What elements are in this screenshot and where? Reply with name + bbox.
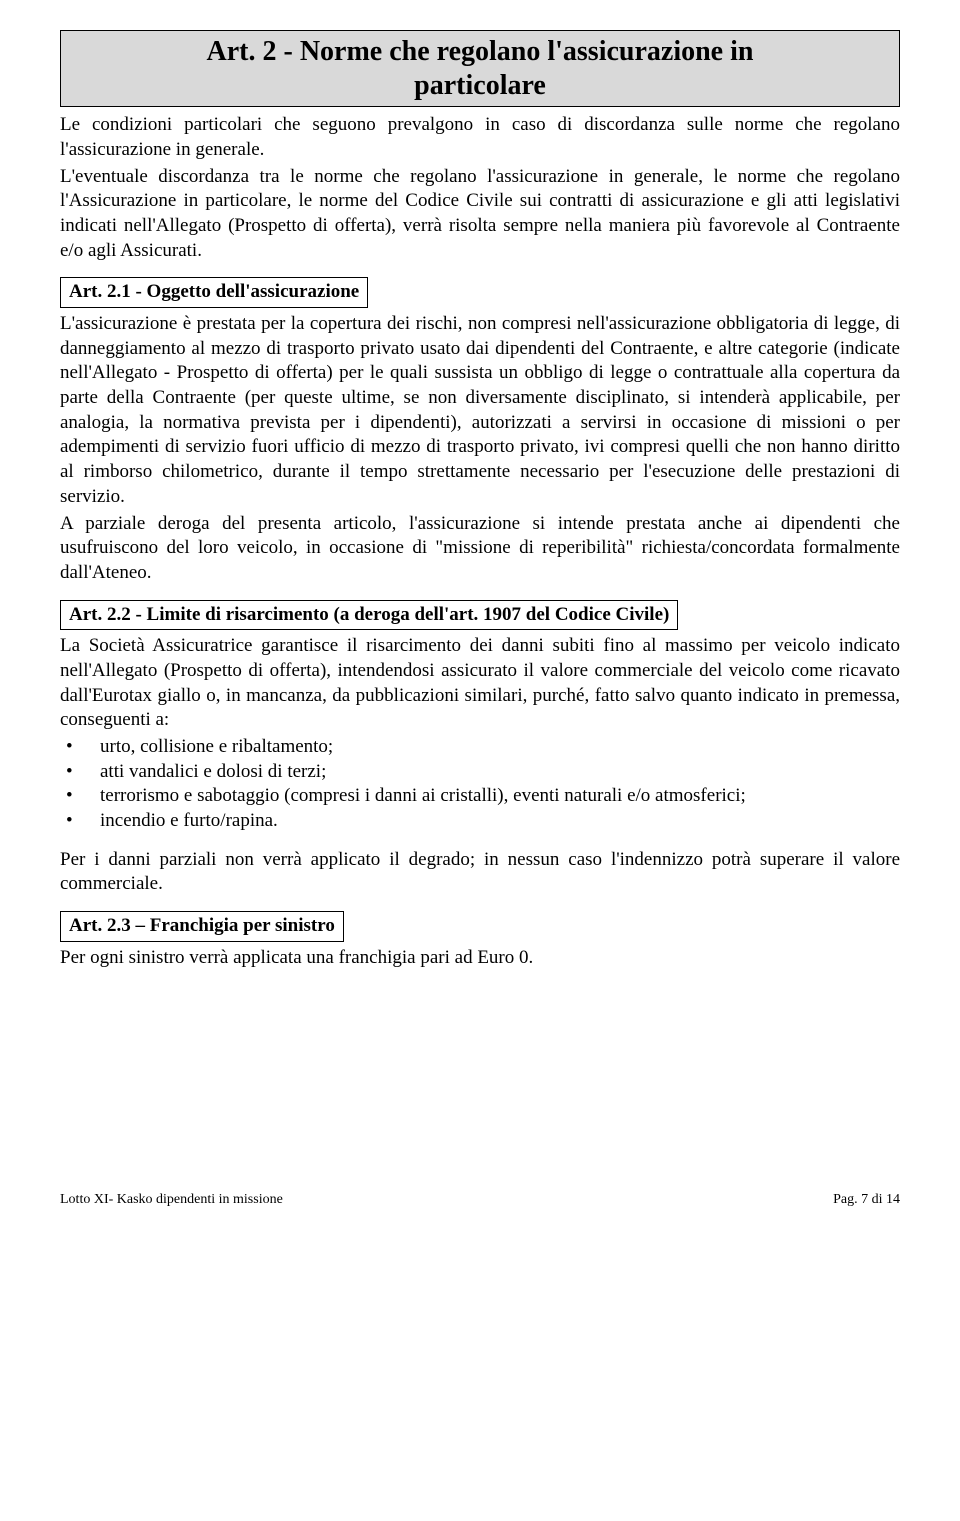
section-2-3: Art. 2.3 – Franchigia per sinistro Per o… — [60, 911, 900, 970]
section-2-2-heading: Art. 2.2 - Limite di risarcimento (a der… — [60, 600, 678, 631]
list-item: terrorismo e sabotaggio (compresi i dann… — [60, 784, 900, 809]
section-2-3-heading: Art. 2.3 – Franchigia per sinistro — [60, 911, 344, 942]
list-item: urto, collisione e ribaltamento; — [60, 735, 900, 760]
page-footer: Lotto XI- Kasko dipendenti in missione P… — [60, 1191, 900, 1209]
intro-paragraph-2: L'eventuale discordanza tra le norme che… — [60, 165, 900, 264]
main-title-line2: particolare — [414, 70, 546, 101]
footer-left: Lotto XI- Kasko dipendenti in missione — [60, 1191, 283, 1209]
section-2-1-paragraph-2: A parziale deroga del presenta articolo,… — [60, 512, 900, 586]
section-2-2-paragraph-2: Per i danni parziali non verrà applicato… — [60, 848, 900, 897]
list-item: incendio e furto/rapina. — [60, 809, 900, 834]
intro-paragraph-1: Le condizioni particolari che seguono pr… — [60, 113, 900, 162]
main-title-line1: Art. 2 - Norme che regolano l'assicurazi… — [207, 36, 754, 67]
main-title-box: Art. 2 - Norme che regolano l'assicurazi… — [60, 30, 900, 107]
footer-right: Pag. 7 di 14 — [833, 1191, 900, 1209]
section-2-1-paragraph-1: L'assicurazione è prestata per la copert… — [60, 312, 900, 510]
section-2-2-paragraph-1: La Società Assicuratrice garantisce il r… — [60, 634, 900, 733]
section-2-1: Art. 2.1 - Oggetto dell'assicurazione L'… — [60, 277, 900, 585]
section-2-2-bullet-list: urto, collisione e ribaltamento; atti va… — [60, 735, 900, 834]
section-2-2: Art. 2.2 - Limite di risarcimento (a der… — [60, 600, 900, 898]
list-item: atti vandalici e dolosi di terzi; — [60, 760, 900, 785]
main-title: Art. 2 - Norme che regolano l'assicurazi… — [71, 35, 889, 102]
section-2-3-paragraph-1: Per ogni sinistro verrà applicata una fr… — [60, 946, 900, 971]
section-2-1-heading: Art. 2.1 - Oggetto dell'assicurazione — [60, 277, 368, 308]
